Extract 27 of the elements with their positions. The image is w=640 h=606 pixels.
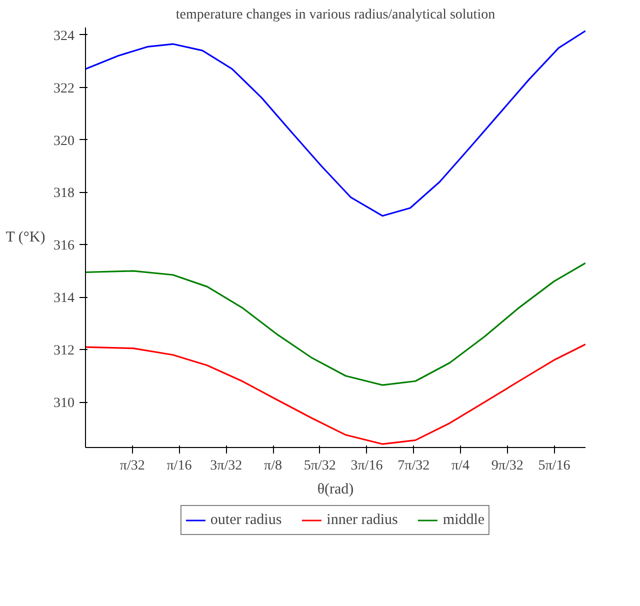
- chart-title: temperature changes in various radius/analytical solution: [176, 8, 496, 22]
- line-series: [86, 30, 586, 217]
- y-tick-label: 320: [54, 134, 74, 149]
- y-tick-label: 324: [54, 28, 74, 44]
- x-tick-label: 5π/16: [538, 458, 570, 474]
- y-tick-label: 310: [54, 396, 74, 412]
- legend-label: outer radius: [210, 512, 282, 528]
- x-tick-label: π/32: [120, 458, 145, 474]
- x-tick-label: 3π/32: [210, 458, 242, 474]
- line-series: [86, 344, 586, 445]
- y-tick-label: 318: [54, 186, 74, 202]
- x-tick-label: 3π/16: [350, 458, 383, 474]
- y-tick-label: 312: [54, 344, 74, 359]
- x-axis-title: θ(rad): [317, 482, 354, 498]
- legend-label: middle: [442, 512, 485, 528]
- x-tick-label: π/8: [264, 458, 282, 474]
- x-tick-label: 5π/32: [304, 458, 336, 474]
- y-tick-label: 322: [54, 81, 74, 96]
- legend-label: inner radius: [326, 512, 398, 528]
- y-tick-label: 316: [54, 238, 74, 254]
- x-tick-label: 9π/32: [491, 458, 524, 474]
- x-tick-label: 7π/32: [398, 458, 430, 474]
- line-series: [86, 262, 586, 386]
- y-tick-label: 314: [54, 291, 74, 306]
- y-axis-title: T (°K): [6, 230, 46, 246]
- x-tick-label: π/16: [166, 458, 192, 474]
- x-tick-label: π/4: [452, 458, 470, 474]
